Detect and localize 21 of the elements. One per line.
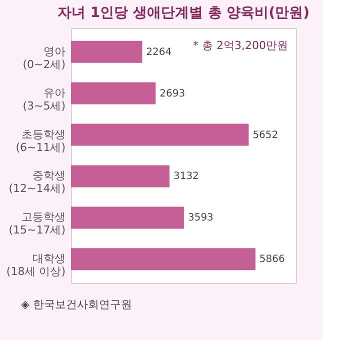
text: ◈ 한국보건사회연구원 <box>21 298 132 311</box>
y-tick-label: 중학생 (12~14세) <box>8 169 66 196</box>
y-tick-label: 초등학생 (6~11세) <box>16 128 66 154</box>
chart-title: 자녀 1인당 생애단계별 총 양육비(만원) <box>57 5 310 21</box>
y-tick-label: 영아 (0~2세) <box>22 44 66 71</box>
bar <box>71 165 170 188</box>
bar <box>71 40 142 63</box>
bar <box>71 206 184 229</box>
bar <box>71 82 156 104</box>
data-label: 5866 <box>259 254 285 266</box>
data-label: 5652 <box>252 130 278 141</box>
y-tick-label: 고등학생 (15~17세) <box>8 210 66 237</box>
bar <box>71 248 256 270</box>
data-label: 2264 <box>146 46 172 58</box>
data-label: 3593 <box>188 212 214 224</box>
bar <box>71 124 249 146</box>
annotation: * 총 2억3,200만원 <box>193 39 288 52</box>
y-tick-label: 대학생 (18세 이상) <box>6 252 66 278</box>
data-label: 2693 <box>160 88 186 100</box>
data-label: 3132 <box>173 171 199 182</box>
y-tick-label: 유아 (3~5세) <box>22 86 66 112</box>
